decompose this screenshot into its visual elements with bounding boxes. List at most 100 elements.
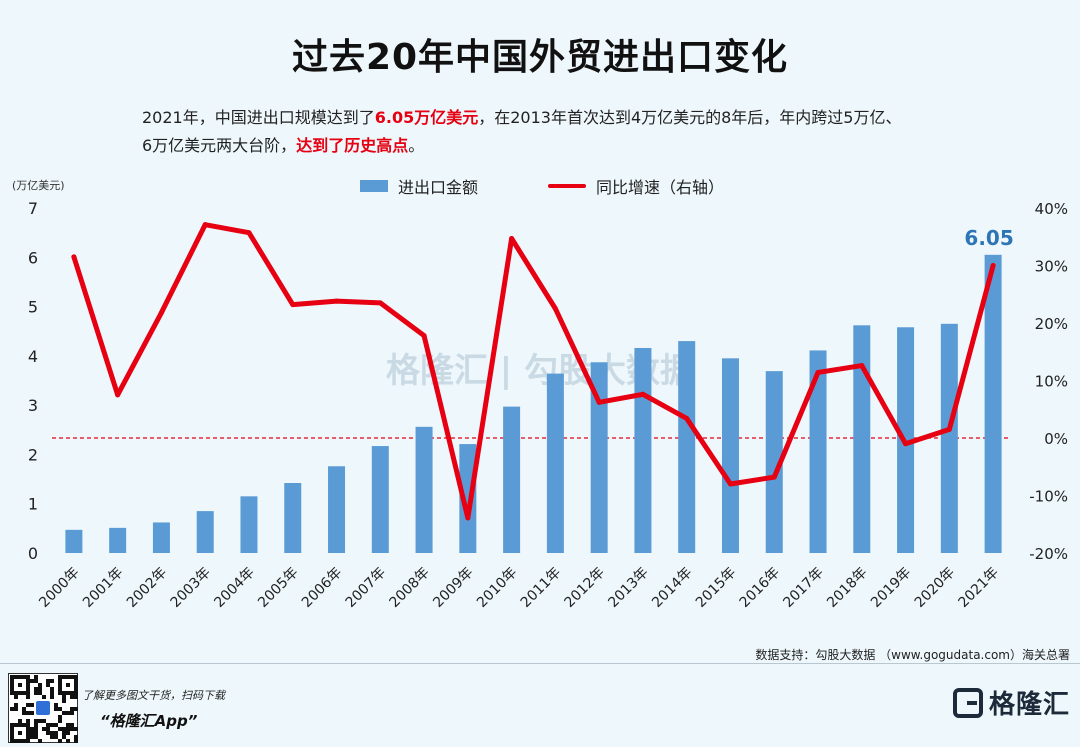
qr-module bbox=[10, 707, 14, 711]
bar bbox=[65, 529, 83, 553]
qr-module bbox=[26, 695, 30, 699]
qr-module bbox=[26, 687, 30, 691]
growth-point bbox=[815, 369, 821, 375]
qr-module bbox=[58, 707, 62, 711]
growth-point bbox=[684, 415, 690, 421]
qr-module bbox=[10, 731, 14, 735]
growth-point bbox=[771, 474, 777, 480]
qr-module bbox=[46, 727, 50, 731]
growth-point bbox=[246, 230, 252, 236]
qr-module bbox=[62, 695, 66, 699]
bar bbox=[853, 325, 871, 553]
growth-line bbox=[71, 222, 996, 521]
left-axis-tick: 5 bbox=[28, 298, 38, 317]
qr-module bbox=[10, 679, 14, 683]
left-axis-tick: 0 bbox=[28, 544, 38, 563]
growth-point bbox=[859, 363, 865, 369]
qr-module bbox=[50, 691, 54, 695]
bar bbox=[765, 371, 783, 553]
x-axis-tick: 2014年 bbox=[649, 565, 695, 611]
qr-module bbox=[14, 675, 18, 679]
qr-module bbox=[38, 719, 42, 723]
bar bbox=[109, 527, 127, 553]
qr-module bbox=[34, 691, 38, 695]
qr-module bbox=[34, 731, 38, 735]
qr-module bbox=[62, 691, 66, 695]
qr-module bbox=[62, 675, 66, 679]
x-axis-tick: 2010年 bbox=[474, 565, 520, 611]
qr-logo-icon bbox=[36, 701, 50, 715]
qr-module bbox=[38, 739, 42, 743]
growth-point bbox=[334, 298, 340, 304]
growth-point bbox=[290, 302, 296, 308]
qr-module bbox=[38, 691, 42, 695]
qr-module bbox=[50, 735, 54, 739]
qr-module bbox=[66, 731, 70, 735]
growth-point bbox=[115, 392, 121, 398]
qr-module bbox=[30, 703, 34, 707]
qr-module bbox=[22, 707, 26, 711]
qr-module bbox=[62, 711, 66, 715]
qr-module bbox=[58, 687, 62, 691]
bar bbox=[415, 426, 433, 553]
qr-module bbox=[34, 679, 38, 683]
qr-module bbox=[30, 679, 34, 683]
growth-point bbox=[377, 300, 383, 306]
qr-module bbox=[42, 727, 46, 731]
qr-module bbox=[74, 687, 78, 691]
qr-module bbox=[26, 723, 30, 727]
qr-module bbox=[58, 683, 62, 687]
qr-module bbox=[66, 723, 70, 727]
x-axis-tick: 2006年 bbox=[299, 565, 345, 611]
x-axis-tick: 2009年 bbox=[430, 565, 476, 611]
qr-module bbox=[50, 695, 54, 699]
bar bbox=[678, 341, 696, 553]
qr-module bbox=[10, 735, 14, 739]
right-axis-tick: 40% bbox=[1035, 200, 1068, 218]
qr-module bbox=[46, 679, 50, 683]
qr-module bbox=[58, 715, 62, 719]
qr-module bbox=[70, 695, 74, 699]
legend-item-line: 同比增速（右轴） bbox=[548, 174, 724, 198]
qr-module bbox=[62, 735, 66, 739]
x-axis-tick: 2000年 bbox=[36, 565, 82, 611]
qr-module bbox=[38, 683, 42, 687]
growth-point bbox=[202, 222, 208, 228]
qr-module bbox=[18, 731, 22, 735]
qr-module bbox=[26, 679, 30, 683]
qr-module bbox=[66, 691, 70, 695]
growth-point bbox=[158, 310, 164, 316]
qr-module bbox=[18, 683, 22, 687]
qr-code bbox=[8, 673, 78, 743]
qr-module bbox=[10, 683, 14, 687]
qr-module bbox=[46, 731, 50, 735]
qr-module bbox=[10, 691, 14, 695]
legend-line-label: 同比增速（右轴） bbox=[596, 178, 725, 197]
growth-point bbox=[727, 481, 733, 487]
qr-module bbox=[34, 675, 38, 679]
bar bbox=[328, 466, 346, 553]
right-axis-tick: -10% bbox=[1029, 488, 1068, 506]
growth-point bbox=[640, 391, 646, 397]
left-axis-tick: 1 bbox=[28, 495, 38, 514]
subtitle-highlight: 6.05万亿美元 bbox=[374, 108, 479, 127]
qr-module bbox=[54, 731, 58, 735]
left-axis-tick: 6 bbox=[28, 248, 38, 267]
qr-module bbox=[74, 683, 78, 687]
bar bbox=[634, 347, 652, 553]
qr-module bbox=[42, 719, 46, 723]
qr-module bbox=[34, 723, 38, 727]
qr-module bbox=[26, 675, 30, 679]
bar bbox=[371, 446, 389, 553]
qr-module bbox=[46, 723, 50, 727]
qr-module bbox=[30, 735, 34, 739]
chart-title: 过去20年中国外贸进出口变化 bbox=[291, 37, 789, 78]
qr-module bbox=[54, 707, 58, 711]
right-axis-tick: 20% bbox=[1035, 315, 1068, 333]
x-axis-tick: 2012年 bbox=[562, 565, 608, 611]
qr-module bbox=[54, 723, 58, 727]
qr-module bbox=[58, 675, 62, 679]
qr-module bbox=[74, 735, 78, 739]
right-axis-tick: 30% bbox=[1035, 258, 1068, 276]
x-axis-tick: 2001年 bbox=[80, 565, 126, 611]
